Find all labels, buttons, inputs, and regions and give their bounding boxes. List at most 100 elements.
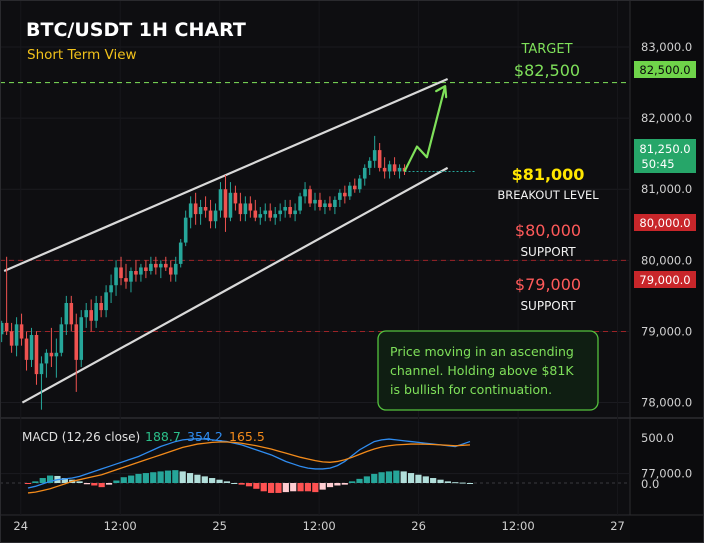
- candle: [149, 256, 153, 275]
- breakout-label: BREAKOUT LEVEL: [497, 188, 599, 202]
- candle: [298, 192, 302, 215]
- candle: [258, 207, 263, 225]
- macd-hist-bar: [135, 473, 142, 483]
- candle-body: [84, 310, 89, 318]
- candle-body: [348, 185, 352, 197]
- candle-body: [54, 352, 59, 357]
- candle: [367, 157, 372, 175]
- macd-hist-bar: [76, 481, 83, 483]
- candle-body: [377, 150, 382, 168]
- candle: [173, 256, 178, 282]
- candle-body: [298, 196, 302, 211]
- candle: [343, 185, 347, 204]
- candle: [273, 207, 278, 225]
- candle-body: [9, 331, 14, 346]
- candle: [203, 196, 208, 218]
- annotation-box: Price moving in an ascending channel. Ho…: [377, 330, 599, 411]
- candle: [104, 285, 108, 318]
- candle-body: [39, 363, 44, 375]
- candle: [178, 239, 183, 268]
- candle: [168, 260, 173, 282]
- macd-hist-bar: [209, 478, 216, 483]
- macd-hist-bar: [312, 483, 319, 493]
- candle: [253, 199, 258, 222]
- candle-body: [74, 324, 79, 360]
- candle-body: [114, 267, 118, 286]
- macd-hist-bar: [179, 471, 186, 483]
- candle: [198, 199, 203, 225]
- macd-hist-bar: [385, 471, 393, 483]
- candle-body: [313, 199, 317, 204]
- candle-body: [183, 217, 188, 243]
- macd-line-value: 354.2: [187, 429, 223, 444]
- candle: [223, 175, 228, 232]
- macd-hist-bar: [172, 470, 179, 483]
- candle: [119, 256, 123, 286]
- candle-body: [258, 214, 263, 218]
- macd-hist-bar: [128, 475, 135, 483]
- candle-body: [119, 267, 123, 279]
- candle: [59, 317, 64, 357]
- candle-body: [129, 271, 133, 282]
- support-1-price: $80,000: [515, 221, 581, 240]
- candle: [213, 203, 218, 229]
- macd-hist-bar: [39, 478, 46, 483]
- candle-body: [178, 242, 183, 264]
- candle-body: [99, 303, 103, 311]
- target-axis-badge: 82,500.0: [634, 61, 696, 78]
- candle: [278, 203, 282, 222]
- candle: [333, 196, 337, 215]
- candle-body: [328, 203, 332, 207]
- candle-body: [357, 178, 362, 190]
- y-tick-label: 80,000.0: [641, 253, 692, 267]
- candle-body: [34, 335, 39, 375]
- candle: [29, 327, 34, 367]
- macd-hist-value: 188.7: [145, 429, 181, 444]
- macd-hist-bar: [275, 483, 282, 493]
- macd-hist-bar: [24, 483, 32, 484]
- candle: [84, 303, 89, 328]
- x-tick-label: 25: [212, 519, 227, 533]
- candle-body: [139, 267, 143, 275]
- macd-hist-bar: [437, 479, 444, 483]
- support-1-axis-badge: 80,000.0: [634, 214, 696, 231]
- candle-body: [89, 310, 93, 321]
- candle: [134, 260, 138, 282]
- candlestick-series: [0, 135, 475, 410]
- candle-body: [333, 199, 337, 207]
- candle: [129, 267, 133, 293]
- candle-countdown: 50:45: [641, 157, 674, 171]
- macd-hist-bar: [260, 483, 267, 492]
- candle: [64, 295, 69, 335]
- projection-arrowhead: [435, 85, 448, 99]
- candle: [114, 260, 118, 296]
- candle-body: [59, 324, 64, 353]
- time-axis: 24 12:00 25 12:00 26 12:00 27: [13, 519, 624, 533]
- candle-body: [109, 285, 113, 293]
- candle-body: [278, 210, 282, 215]
- candle-body: [64, 303, 69, 325]
- macd-hist-bar: [407, 473, 415, 483]
- macd-hist-bar: [444, 481, 451, 483]
- candle: [248, 196, 253, 218]
- candle: [159, 260, 163, 279]
- candle-body: [49, 352, 54, 357]
- candle-body: [104, 292, 108, 311]
- candle: [303, 182, 307, 204]
- channel-lower-line: [21, 166, 449, 404]
- macd-hist-bar: [466, 483, 474, 484]
- candle: [9, 322, 14, 353]
- candle: [268, 203, 273, 222]
- candle: [313, 192, 317, 211]
- candle-body: [343, 192, 347, 197]
- candle: [323, 199, 327, 215]
- candle: [4, 256, 9, 335]
- candle-body: [318, 199, 322, 207]
- macd-hist-bar: [223, 481, 230, 483]
- macd-label: MACD (12,26 close): [22, 430, 140, 444]
- candle-body: [243, 203, 248, 215]
- candle: [24, 331, 29, 371]
- candle-body: [223, 189, 228, 218]
- candle-body: [79, 317, 84, 360]
